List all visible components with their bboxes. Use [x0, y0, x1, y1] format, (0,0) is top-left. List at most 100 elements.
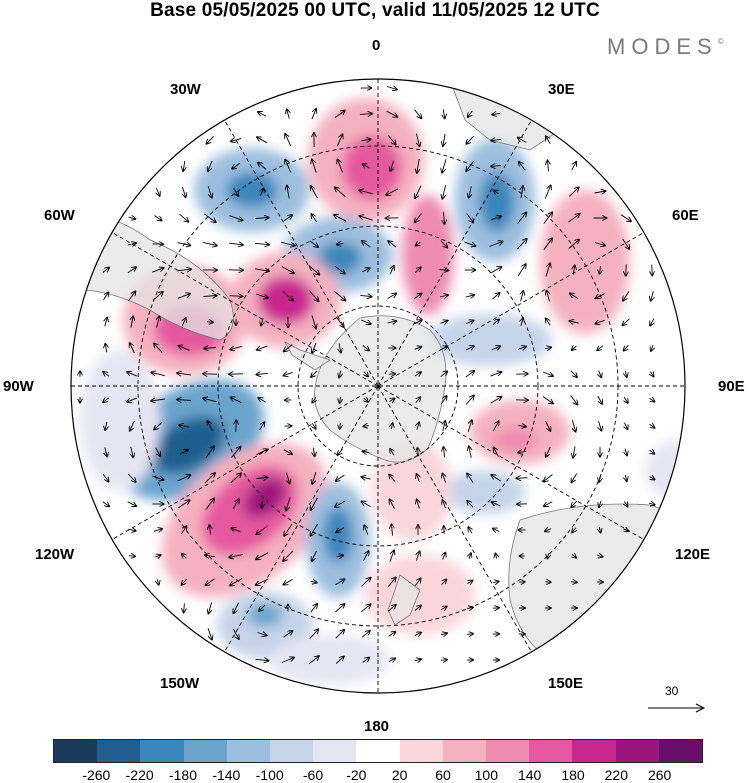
- lon-label-30e: 30E: [548, 81, 575, 98]
- wind-arrow: [260, 188, 263, 196]
- colorbar-segment: [183, 740, 227, 762]
- wind-arrow: [517, 347, 526, 350]
- wind-arrow: [282, 290, 293, 300]
- wind-arrow: [572, 528, 576, 533]
- wind-arrow: [417, 422, 419, 430]
- wind-arrow: [571, 162, 576, 171]
- wind-arrow: [203, 242, 217, 245]
- wind-arrow: [334, 111, 345, 118]
- colorbar-segment: [270, 740, 314, 762]
- wind-arrow: [310, 604, 317, 613]
- lon-label-90w: 90W: [3, 378, 34, 395]
- wind-arrow: [440, 606, 447, 609]
- wind-arrow: [624, 345, 629, 350]
- wind-arrow: [364, 371, 368, 377]
- wind-arrow: [490, 216, 501, 220]
- wind-arrow: [128, 217, 136, 219]
- lon-label-60w: 60W: [44, 207, 75, 224]
- wind-arrow: [440, 321, 448, 324]
- wind-arrow: [625, 448, 627, 456]
- wind-arrow: [439, 270, 449, 271]
- wind-arrow: [490, 267, 502, 274]
- lon-label-60e: 60E: [672, 207, 699, 224]
- wind-arrow: [334, 265, 345, 273]
- wind-arrow: [206, 578, 215, 585]
- wind-arrow: [152, 475, 163, 480]
- copyright-mark: ©: [717, 37, 724, 46]
- wind-arrow: [152, 292, 163, 301]
- wind-arrow: [287, 109, 290, 119]
- wind-arrow: [312, 550, 317, 561]
- wind-arrow: [570, 293, 579, 299]
- colorbar-segment: [615, 740, 659, 762]
- wind-arrow: [312, 342, 317, 353]
- wind-arrow: [309, 240, 318, 247]
- wind-arrow: [568, 240, 579, 249]
- wind-arrow: [177, 475, 191, 482]
- wind-arrow: [128, 291, 136, 301]
- wind-arrow: [466, 160, 475, 171]
- wind-arrow: [516, 239, 526, 250]
- wind-arrow: [465, 396, 474, 405]
- wind-arrow: [310, 523, 318, 536]
- wind-arrow: [387, 294, 397, 299]
- wind-arrow: [151, 399, 165, 401]
- wind-arrow: [283, 449, 292, 454]
- wind-arrow: [571, 473, 577, 483]
- wind-arrow: [232, 499, 239, 510]
- wind-arrow: [359, 216, 373, 221]
- wind-arrow: [570, 370, 577, 377]
- wind-arrow: [650, 477, 655, 480]
- wind-arrow: [468, 110, 473, 117]
- wind-arrow: [102, 501, 109, 507]
- wind-arrow: [625, 370, 626, 377]
- wind-arrow: [284, 523, 293, 536]
- wind-arrow: [177, 294, 190, 299]
- wind-arrow: [623, 529, 628, 531]
- reference-arrow-icon: [648, 703, 706, 713]
- wind-arrow: [389, 475, 396, 482]
- wind-arrow: [339, 343, 341, 352]
- wind-arrow: [284, 344, 293, 352]
- wind-arrow: [388, 241, 397, 248]
- wind-arrow: [362, 501, 371, 507]
- colorbar-tick-label: 20: [391, 767, 408, 783]
- wind-arrow: [335, 500, 346, 507]
- wind-arrow: [489, 242, 503, 247]
- wind-arrow: [389, 550, 394, 562]
- madagascar-shape: [690, 230, 700, 280]
- wind-arrow: [390, 160, 393, 171]
- wind-arrow: [651, 291, 654, 300]
- wind-arrow: [517, 478, 528, 479]
- wind-arrow: [568, 187, 578, 197]
- wind-arrow: [127, 267, 136, 274]
- wind-arrow: [542, 371, 553, 376]
- wind-arrow: [177, 373, 191, 375]
- wind-arrow: [599, 527, 600, 532]
- brand-name: MODES: [607, 34, 718, 59]
- wind-arrow: [595, 320, 605, 323]
- wind-arrow: [103, 474, 108, 481]
- wind-arrow: [312, 422, 315, 429]
- wind-arrow: [466, 634, 473, 635]
- reference-vector: 30: [646, 682, 706, 722]
- wind-arrow: [491, 166, 502, 167]
- wind-arrow: [102, 268, 109, 273]
- wind-arrow: [442, 185, 445, 199]
- wind-arrow: [203, 398, 217, 403]
- wind-arrow: [177, 400, 192, 401]
- wind-arrow: [388, 658, 395, 661]
- wind-arrow: [233, 602, 240, 614]
- australia-shape: [508, 503, 685, 671]
- wind-arrow: [572, 554, 576, 557]
- wind-arrow: [281, 266, 294, 274]
- wind-arrow: [442, 474, 445, 483]
- wind-arrow: [338, 448, 343, 455]
- wind-arrow: [231, 447, 241, 458]
- wind-arrow: [359, 190, 373, 195]
- wind-arrow: [491, 139, 502, 140]
- wind-arrow: [155, 555, 161, 557]
- wind-arrow: [570, 395, 578, 404]
- colorbar: [53, 739, 703, 763]
- wind-arrow: [178, 346, 190, 351]
